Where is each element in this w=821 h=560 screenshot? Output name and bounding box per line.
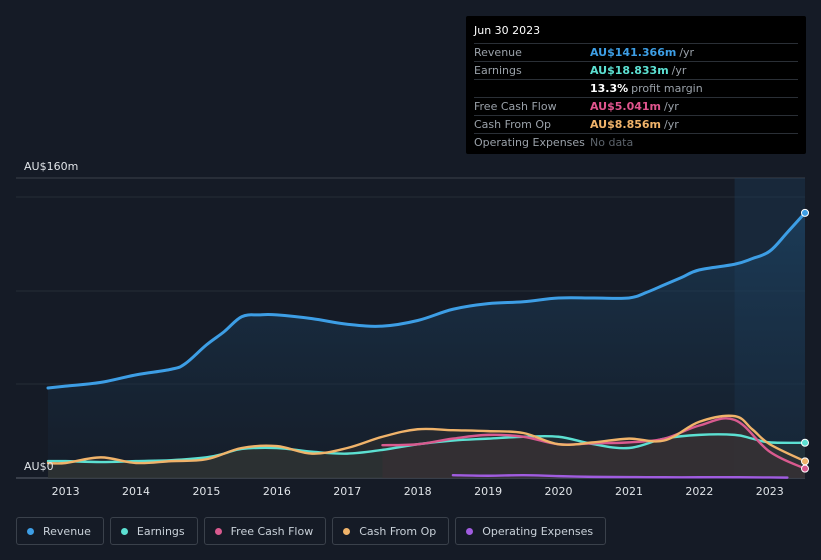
tooltip-row: Revenue AU$141.366m/yr xyxy=(474,43,798,61)
x-axis-ticks: 2013 2014 2015 2016 2017 2018 2019 2020 2021 2022… xyxy=(52,485,784,498)
x-tick-label: 2023 xyxy=(756,485,784,498)
tooltip-row: Operating Expenses No data xyxy=(474,133,798,151)
tooltip-row-value: No data xyxy=(590,136,634,149)
tooltip-row-unit: /yr xyxy=(664,118,679,131)
legend: Revenue Earnings Free Cash Flow Cash From O… xyxy=(16,517,607,545)
x-tick-label: 2019 xyxy=(474,485,502,498)
legend-dot-icon xyxy=(27,527,34,535)
tooltip-row: 13.3% profit margin xyxy=(474,79,798,97)
x-tick-label: 2020 xyxy=(545,485,573,498)
series-areas xyxy=(48,212,805,478)
series-endpoint xyxy=(801,464,809,473)
x-tick-label: 2015 xyxy=(192,485,220,498)
series-area xyxy=(382,418,805,478)
series-line xyxy=(451,473,789,479)
tooltip-row-unit: /yr xyxy=(671,64,687,77)
legend-item[interactable]: Cash From Op xyxy=(332,517,450,545)
series-area xyxy=(48,415,805,478)
series-line xyxy=(46,414,807,465)
x-tick-label: 2017 xyxy=(333,485,361,498)
series-endpoints xyxy=(801,208,809,473)
tooltip-row: Earnings AU$18.833m/yr xyxy=(474,61,798,79)
tooltip-row-label: Earnings xyxy=(474,64,522,77)
tooltip-row-value: AU$8.856m xyxy=(590,118,662,131)
x-tick-label: 2021 xyxy=(615,485,643,498)
series-endpoint xyxy=(801,457,809,466)
tooltip-row-label: Free Cash Flow xyxy=(474,100,557,113)
tooltip-row-value: AU$141.366m xyxy=(590,46,677,59)
y-axis-bottom-label: AU$0 xyxy=(24,460,54,473)
tooltip-row-unit: /yr xyxy=(664,100,679,113)
tooltip-row-label: Operating Expenses xyxy=(474,136,585,149)
x-tick-label: 2022 xyxy=(685,485,713,498)
tooltip-row: Cash From Op AU$8.856m/yr xyxy=(474,115,798,133)
legend-item[interactable]: Free Cash Flow xyxy=(203,517,327,545)
legend-item[interactable]: Operating Expenses xyxy=(455,517,607,545)
legend-item[interactable]: Revenue xyxy=(16,517,104,545)
tooltip-row-unit: /yr xyxy=(679,46,695,59)
series-endpoint xyxy=(801,438,809,447)
legend-dot-icon xyxy=(120,527,128,535)
tooltip-row-value: AU$5.041m xyxy=(590,100,662,113)
legend-label: Cash From Op xyxy=(359,524,437,538)
tooltip-row-unit: profit margin xyxy=(631,82,703,95)
legend-dot-icon xyxy=(214,527,222,535)
legend-label: Operating Expenses xyxy=(482,524,594,538)
x-tick-label: 2013 xyxy=(52,485,80,498)
tooltip-row-label: Revenue xyxy=(474,46,522,59)
tooltip-row-value: AU$18.833m xyxy=(590,64,669,77)
legend-dot-icon xyxy=(343,527,351,535)
tooltip-date: Jun 30 2023 xyxy=(474,24,541,37)
series-area xyxy=(48,212,805,478)
legend-label: Earnings xyxy=(136,524,185,538)
tooltip-row: Free Cash Flow AU$5.041m/yr xyxy=(474,97,798,115)
legend-label: Free Cash Flow xyxy=(230,524,314,538)
series-endpoint xyxy=(801,208,809,217)
legend-label: Revenue xyxy=(43,524,91,538)
legend-item[interactable]: Earnings xyxy=(109,517,198,545)
tooltip-row-label: Cash From Op xyxy=(474,118,552,131)
series-lines xyxy=(46,211,807,479)
y-axis-top-label: AU$160m xyxy=(24,160,78,173)
x-tick-label: 2018 xyxy=(404,485,432,498)
tooltip-rows: Revenue AU$141.366m/yr Earnings AU$18.833m /… xyxy=(474,43,798,151)
x-tick-label: 2016 xyxy=(263,485,291,498)
tooltip: Jun 30 2023 Revenue AU$141.366m/yr Earning… xyxy=(466,16,806,154)
legend-dot-icon xyxy=(466,527,474,535)
x-tick-label: 2014 xyxy=(122,485,150,498)
series-line xyxy=(46,211,807,390)
tooltip-row-value: 13.3% xyxy=(590,82,629,95)
